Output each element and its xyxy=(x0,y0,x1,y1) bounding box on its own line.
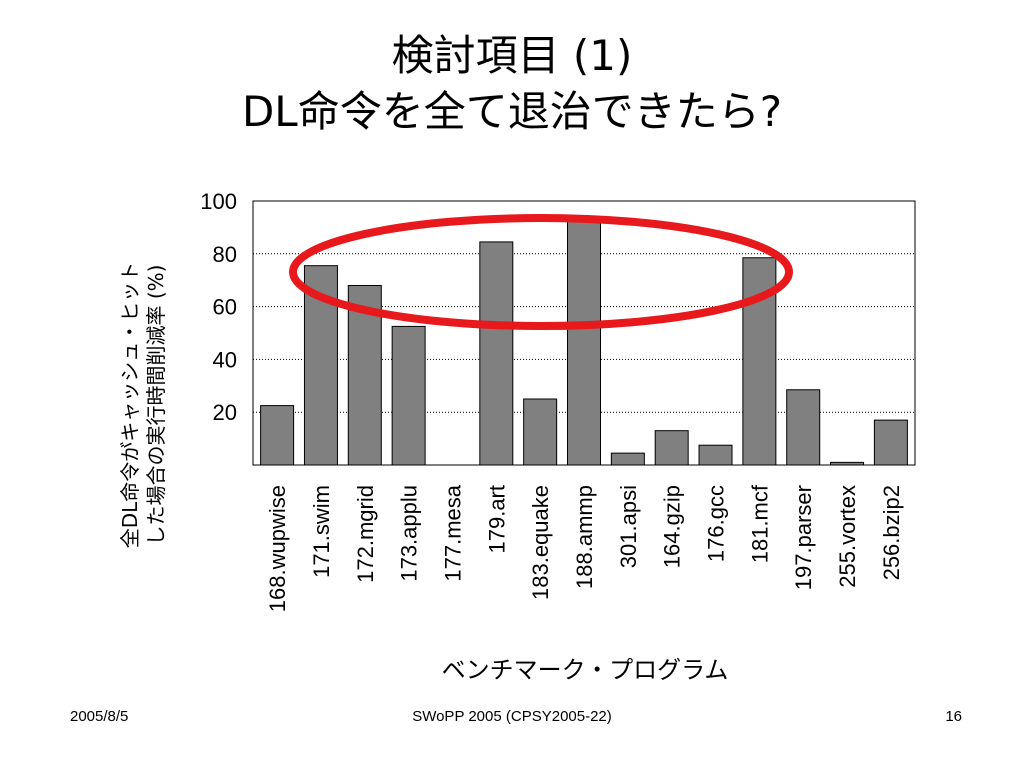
y-tick-label: 20 xyxy=(213,400,237,425)
y-tick-label: 80 xyxy=(213,242,237,267)
y-tick-label: 60 xyxy=(213,295,237,320)
x-tick-label: 176.gcc xyxy=(704,485,729,562)
x-tick-label: 188.ammp xyxy=(572,485,597,589)
slide-title: 検討項目 (1) DL命令を全て退治できたら? xyxy=(0,28,1024,140)
reduction-bar-chart: 20 40 60 80 100 168.wupwise 171.swim 172.mgrid… xyxy=(118,189,916,684)
footer-page-number: 16 xyxy=(945,708,962,725)
x-tick-label: 168.wupwise xyxy=(265,485,290,612)
x-tick-label: 179.art xyxy=(484,485,509,554)
y-axis-label-line1: 全DL命令がキャッシュ・ヒット xyxy=(118,262,142,549)
y-axis-label: 全DL命令がキャッシュ・ヒット した場合の実行時間削減率 (%) xyxy=(118,262,168,549)
bar xyxy=(523,398,558,466)
x-axis-label: ベンチマーク・プログラム xyxy=(442,656,729,684)
slide-title-line2: DL命令を全て退治できたら? xyxy=(241,87,783,136)
x-tick-label: 181.mcf xyxy=(747,484,772,563)
x-tick-label: 177.mesa xyxy=(440,484,465,581)
highlight-ellipse xyxy=(289,214,793,330)
bar xyxy=(786,389,821,466)
y-tick-label: 100 xyxy=(200,189,237,214)
bar xyxy=(260,405,295,466)
bar xyxy=(610,452,645,466)
bar xyxy=(698,444,733,466)
y-axis-label-line2: した場合の実行時間削減率 (%) xyxy=(144,265,168,546)
x-tick-label: 301.apsi xyxy=(616,485,641,568)
bar xyxy=(479,241,514,466)
x-tick-label: 171.swim xyxy=(309,485,334,578)
bar xyxy=(567,220,601,466)
slide-title-line1: 検討項目 (1) xyxy=(391,31,633,80)
x-tick-label: 255.vortex xyxy=(835,485,860,588)
x-tick-label: 173.applu xyxy=(397,485,422,582)
bars xyxy=(260,220,908,466)
x-tick-label: 164.gzip xyxy=(660,485,685,568)
footer-conference: SWoPP 2005 (CPSY2005-22) xyxy=(412,708,612,725)
x-tick-labels: 168.wupwise 171.swim 172.mgrid 173.applu 177… xyxy=(265,484,904,612)
x-tick-label: 197.parser xyxy=(791,485,816,590)
x-tick-label: 256.bzip2 xyxy=(879,485,904,580)
bar xyxy=(873,419,908,466)
bar xyxy=(391,325,426,466)
bar xyxy=(654,430,689,466)
x-tick-label: 172.mgrid xyxy=(353,485,378,583)
x-tick-label: 183.equake xyxy=(528,485,553,600)
y-tick-labels: 20 40 60 80 100 xyxy=(200,189,237,425)
footer-date: 2005/8/5 xyxy=(70,708,129,725)
y-tick-label: 40 xyxy=(213,347,237,372)
plot-frame xyxy=(252,200,916,466)
